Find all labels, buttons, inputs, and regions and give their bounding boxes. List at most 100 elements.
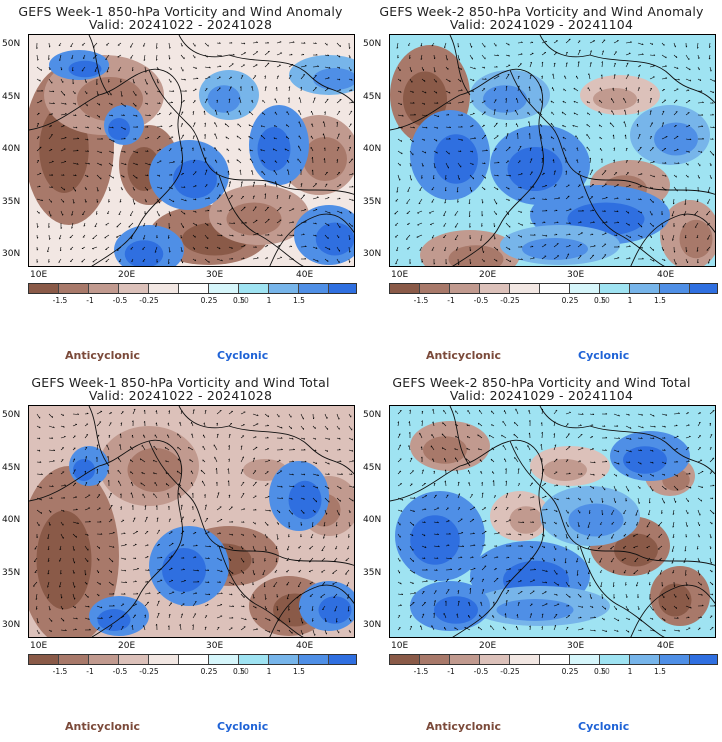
wind-arrow <box>445 186 447 192</box>
wind-arrow-head <box>562 125 564 127</box>
wind-arrow <box>154 246 158 253</box>
wind-arrow <box>228 605 234 607</box>
wind-arrow-head <box>40 69 42 71</box>
wind-arrow-head <box>348 536 350 538</box>
wind-arrow <box>577 221 582 224</box>
wind-arrow <box>469 66 476 70</box>
wind-arrow <box>228 458 230 463</box>
wind-arrow <box>311 110 314 116</box>
wind-arrow-head <box>552 73 554 76</box>
wind-arrow-head <box>267 495 270 497</box>
colorbar-tick-label: -0.25 <box>139 296 159 305</box>
wind-arrow <box>541 569 548 572</box>
wind-arrow <box>421 66 424 71</box>
wind-arrow <box>228 445 230 451</box>
wind-arrow-head <box>545 40 547 42</box>
wind-arrow <box>625 617 630 621</box>
wind-arrow <box>601 39 606 44</box>
colorbar-segment <box>480 655 510 664</box>
wind-arrow <box>96 186 99 192</box>
wind-arrow-head <box>208 593 211 596</box>
wind-arrow <box>84 434 89 439</box>
wind-arrow <box>300 209 307 212</box>
wind-arrow <box>505 590 510 595</box>
wind-arrow <box>505 507 509 511</box>
wind-arrow-head <box>300 535 302 538</box>
wind-arrow <box>144 544 149 547</box>
wind-arrow <box>490 625 495 631</box>
wind-arrow <box>288 629 293 634</box>
wind-arrow-head <box>192 409 195 411</box>
wind-arrow-head <box>339 55 341 58</box>
longitude-label: 10E <box>391 270 409 280</box>
wind-arrow-head <box>35 608 38 610</box>
wind-arrow-head <box>436 151 438 154</box>
wind-arrow <box>505 210 509 215</box>
wind-arrow-head <box>349 47 351 49</box>
wind-arrow-head <box>160 187 163 189</box>
wind-arrow <box>613 437 620 439</box>
wind-arrow <box>625 425 632 429</box>
wind-arrow-head <box>688 472 691 475</box>
wind-arrow <box>649 65 655 68</box>
wind-arrow <box>673 111 678 116</box>
wind-arrow-head <box>520 245 523 248</box>
wind-arrow-head <box>482 589 485 591</box>
wind-arrow-head <box>541 75 543 78</box>
wind-arrow <box>685 509 689 515</box>
wind-arrow-head <box>143 238 145 240</box>
wind-arrow <box>517 222 523 226</box>
wind-arrow-head <box>588 73 590 76</box>
wind-arrow <box>457 174 460 180</box>
wind-arrow <box>589 413 595 415</box>
wind-arrow-head <box>73 549 75 551</box>
wind-arrow <box>48 449 55 451</box>
wind-arrow-head <box>349 146 351 149</box>
wind-arrow <box>96 581 101 585</box>
wind-arrow <box>252 617 257 620</box>
panel-valid-dates: Valid: 20241022 - 20241028 <box>88 388 273 403</box>
wind-arrow <box>409 509 415 512</box>
wind-arrow-head <box>219 42 221 44</box>
wind-arrow <box>649 497 651 504</box>
wind-arrow-head <box>168 410 171 412</box>
wind-arrow <box>180 580 186 583</box>
anticyclonic-core <box>423 436 467 464</box>
wind-arrow <box>288 221 294 224</box>
wind-arrow <box>406 210 411 214</box>
wind-arrow <box>613 413 620 417</box>
wind-arrow <box>541 222 546 224</box>
wind-arrow-head <box>710 69 712 72</box>
wind-arrow-head <box>610 561 613 563</box>
wind-arrow-head <box>494 591 496 593</box>
wind-arrow <box>153 445 158 451</box>
wind-arrow <box>673 136 679 140</box>
wind-arrow-head <box>232 234 234 237</box>
wind-arrow <box>321 557 326 562</box>
wind-arrow <box>167 493 170 499</box>
cyclonic-core <box>623 446 667 474</box>
wind-arrow-head <box>436 557 439 559</box>
wind-arrow-head <box>425 114 428 117</box>
colorbar-tick-label: -1.5 <box>413 296 429 305</box>
wind-arrow-head <box>227 159 229 162</box>
wind-arrow-head <box>528 97 530 100</box>
wind-arrow-head <box>173 161 175 163</box>
wind-arrow-head <box>182 134 184 136</box>
wind-arrow-head <box>653 175 655 178</box>
wind-arrow <box>673 162 680 164</box>
wind-arrow <box>141 444 146 451</box>
wind-arrow-head <box>107 469 109 472</box>
wind-arrow <box>457 481 460 487</box>
wind-arrow <box>240 181 243 188</box>
wind-arrow <box>216 557 222 561</box>
wind-arrow-head <box>617 619 620 622</box>
wind-arrow <box>529 545 533 549</box>
wind-arrow-head <box>444 480 446 483</box>
wind-arrow <box>409 625 413 631</box>
wind-arrow-head <box>220 209 222 212</box>
wind-arrow-head <box>603 474 605 476</box>
wind-arrow <box>312 87 317 92</box>
wind-arrow <box>82 54 86 59</box>
wind-arrow <box>167 234 170 239</box>
